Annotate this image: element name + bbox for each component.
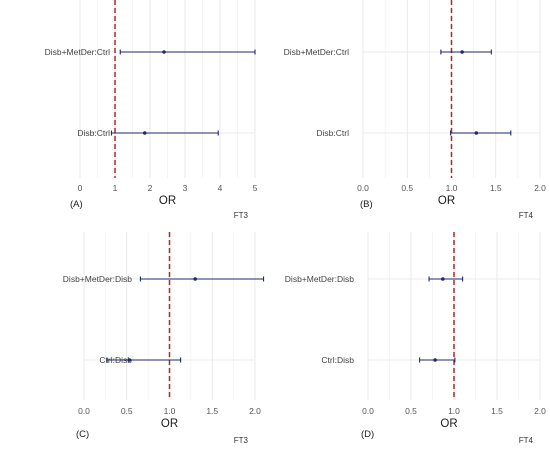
x-tick-label: 5 — [253, 183, 258, 193]
point-estimate — [142, 131, 147, 135]
x-tick-label: 2 — [148, 183, 153, 193]
point-estimate — [441, 277, 445, 281]
point-estimate — [193, 277, 197, 281]
x-tick-label: 1.0 — [164, 406, 176, 416]
panel-letter: (C) — [76, 429, 89, 440]
panel-letter: (A) — [70, 199, 83, 210]
category-label: Disb+MetDer:Ctrl — [284, 47, 350, 57]
x-tick-label: 2.0 — [534, 183, 546, 193]
x-tick-label: 1.5 — [206, 406, 218, 416]
point-estimate — [460, 50, 464, 54]
x-tick-label: 0.0 — [78, 406, 90, 416]
panel-tag: FT3 — [234, 211, 249, 220]
point-estimate — [474, 131, 479, 135]
x-axis-title: OR — [161, 418, 178, 430]
category-label: Disb+MetDer:Disb — [285, 274, 354, 284]
category-label: Disb+MetDer:Disb — [63, 274, 132, 284]
category-label: Disb+MetDer:Ctrl — [45, 47, 111, 57]
x-axis-title: OR — [438, 195, 455, 207]
x-tick-label: 1.0 — [446, 183, 458, 193]
x-tick-label: 4 — [218, 183, 223, 193]
panel-tag: FT4 — [519, 436, 534, 445]
x-tick-label: 0.5 — [121, 406, 133, 416]
x-tick-label: 0.5 — [405, 406, 417, 416]
x-axis-title: OR — [440, 418, 457, 430]
panel-tag: FT4 — [519, 211, 534, 220]
x-tick-label: 0.0 — [362, 406, 374, 416]
panel-letter: (D) — [361, 429, 374, 440]
x-tick-label: 1 — [113, 183, 118, 193]
panel-letter: (B) — [360, 199, 373, 210]
x-tick-label: 1.5 — [490, 183, 502, 193]
category-label: Disb:Ctrl — [77, 128, 110, 138]
point-estimate — [162, 50, 166, 54]
point-estimate — [433, 358, 437, 362]
category-label: Ctrl:Disb — [321, 355, 354, 365]
category-label: Disb:Ctrl — [316, 128, 349, 138]
x-tick-label: 1.5 — [491, 406, 503, 416]
x-tick-label: 3 — [183, 183, 188, 193]
x-tick-label: 0 — [78, 183, 83, 193]
x-axis-title: OR — [159, 195, 176, 207]
x-tick-label: 0.5 — [401, 183, 413, 193]
x-tick-label: 2.0 — [534, 406, 546, 416]
panel-tag: FT3 — [234, 436, 249, 445]
x-tick-label: 1.0 — [448, 406, 460, 416]
x-tick-label: 0.0 — [357, 183, 369, 193]
point-estimate — [127, 358, 132, 362]
x-tick-label: 2.0 — [249, 406, 261, 416]
